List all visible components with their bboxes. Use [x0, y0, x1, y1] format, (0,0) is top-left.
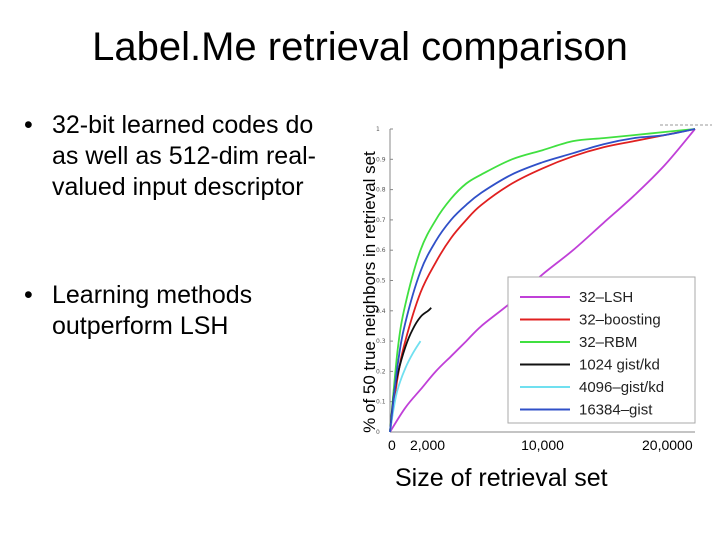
legend-label: 32–LSH — [579, 289, 633, 306]
series-line — [389, 128, 696, 433]
series-line — [389, 128, 696, 433]
y-tick-label: 0.1 — [376, 399, 386, 406]
series-line — [389, 128, 696, 433]
y-axis-label: % of 50 true neighbors in retrieval set — [360, 151, 379, 433]
legend-label: 16384–gist — [579, 402, 653, 419]
slide-title: Label.Me retrieval comparison — [92, 25, 628, 69]
x-tick-label: 0 — [388, 437, 396, 453]
y-tick-labels: 0 0.1 0.2 0.3 0.4 0.5 0.6 0.7 0.8 0.9 1 — [376, 126, 393, 436]
bullet-text: Learning methods outperform LSH — [52, 281, 253, 340]
x-tick-label: 2,000 — [410, 437, 446, 453]
y-tick-label: 0.8 — [376, 187, 386, 194]
y-tick-label: 0.4 — [376, 308, 386, 315]
chart-legend: 32–LSH 32–boosting 32–RBM 1024 gist/kd 4096–… — [507, 276, 696, 424]
series-line — [389, 128, 696, 433]
y-tick-label: 0.3 — [376, 338, 386, 345]
bullet-item: • 32-bit learned codes do as well as 512… — [22, 110, 340, 203]
y-tick-label: 0.7 — [376, 217, 386, 224]
legend-label: 1024 gist/kd — [579, 357, 660, 374]
y-tick-label: 1 — [376, 126, 380, 133]
bullet-text: 32-bit learned codes do as well as 512-d… — [52, 111, 316, 201]
legend-label: 32–RBM — [579, 334, 637, 351]
x-tick-label: 20,0000 — [642, 437, 693, 453]
legend-box — [507, 276, 696, 424]
y-tick-label: 0.6 — [376, 247, 386, 254]
legend-label: 32–boosting — [579, 312, 661, 329]
x-axis-label: Size of retrieval set — [395, 464, 608, 492]
x-tick-label: 10,000 — [521, 437, 564, 453]
bullet-list: • 32-bit learned codes do as well as 512… — [22, 110, 340, 342]
bullet-marker: • — [24, 281, 33, 309]
y-tick-label: 0.5 — [376, 278, 386, 285]
y-tick-label: 0.9 — [376, 156, 386, 163]
y-tick-label: 0 — [376, 429, 380, 436]
legend-label: 4096–gist/kd — [579, 379, 664, 396]
series-line — [389, 340, 422, 433]
bullet-item: • Learning methods outperform LSH — [22, 280, 340, 342]
y-tick-label: 0.2 — [376, 368, 386, 375]
series-lines — [389, 128, 696, 433]
bullet-marker: • — [24, 111, 33, 139]
